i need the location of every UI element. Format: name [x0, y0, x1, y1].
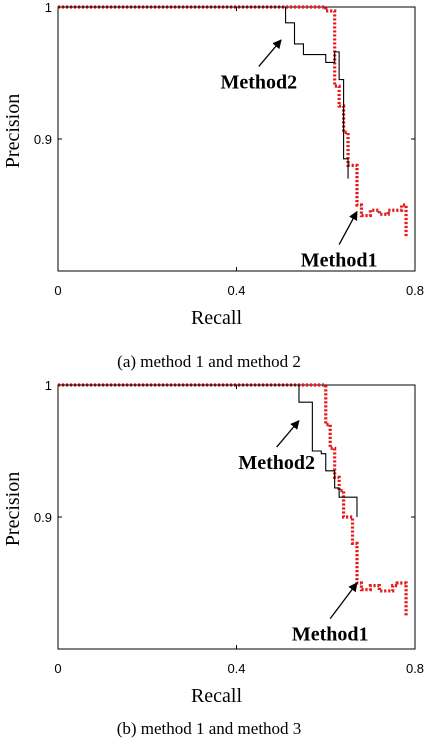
annotation-label-method1: Method1	[301, 250, 378, 272]
annotation-arrow	[258, 39, 282, 67]
x-tick-label: 0.4	[227, 283, 245, 298]
chart-panel-2: 0 0.4 0.8 0.9 1 Method2 Method1 Recall Precision…	[2, 378, 424, 738]
plot-frame	[57, 6, 416, 272]
x-tick-label: 0	[54, 283, 61, 298]
y-tick-label: 0.9	[34, 132, 52, 147]
chart-panel-1: 0 0.4 0.8 0.9 1 Method2 Method1 Recall Precision…	[2, 0, 424, 371]
annotation-label-method2: Method2	[220, 71, 297, 93]
annotation-arrow	[329, 582, 358, 620]
y-tick-label: 0.9	[34, 510, 52, 525]
series-line-method2	[58, 6, 349, 179]
x-tick-label: 0.4	[227, 661, 245, 676]
x-axis-label: Recall	[191, 685, 243, 707]
x-axis-label: Recall	[191, 307, 243, 329]
plot-frame	[57, 384, 416, 650]
series-line-method2	[58, 384, 358, 517]
annotation-label-method2: Method2	[238, 452, 315, 474]
figure-caption: (b) method 1 and method 3	[117, 719, 302, 738]
y-tick-label: 1	[45, 0, 52, 15]
x-tick-label: 0.8	[406, 283, 424, 298]
series-line-method1	[58, 5, 408, 238]
y-tick-label: 1	[45, 378, 52, 393]
figure-caption: (a) method 1 and method 2	[117, 352, 301, 371]
y-axis-label: Precision	[2, 94, 24, 168]
x-tick-label: 0.8	[406, 661, 424, 676]
annotation-arrow	[338, 210, 358, 245]
series-line-method1	[58, 383, 408, 616]
x-tick-label: 0	[54, 661, 61, 676]
annotation-label-method1: Method1	[292, 624, 369, 646]
y-axis-label: Precision	[2, 472, 24, 546]
annotation-arrow	[276, 419, 300, 448]
